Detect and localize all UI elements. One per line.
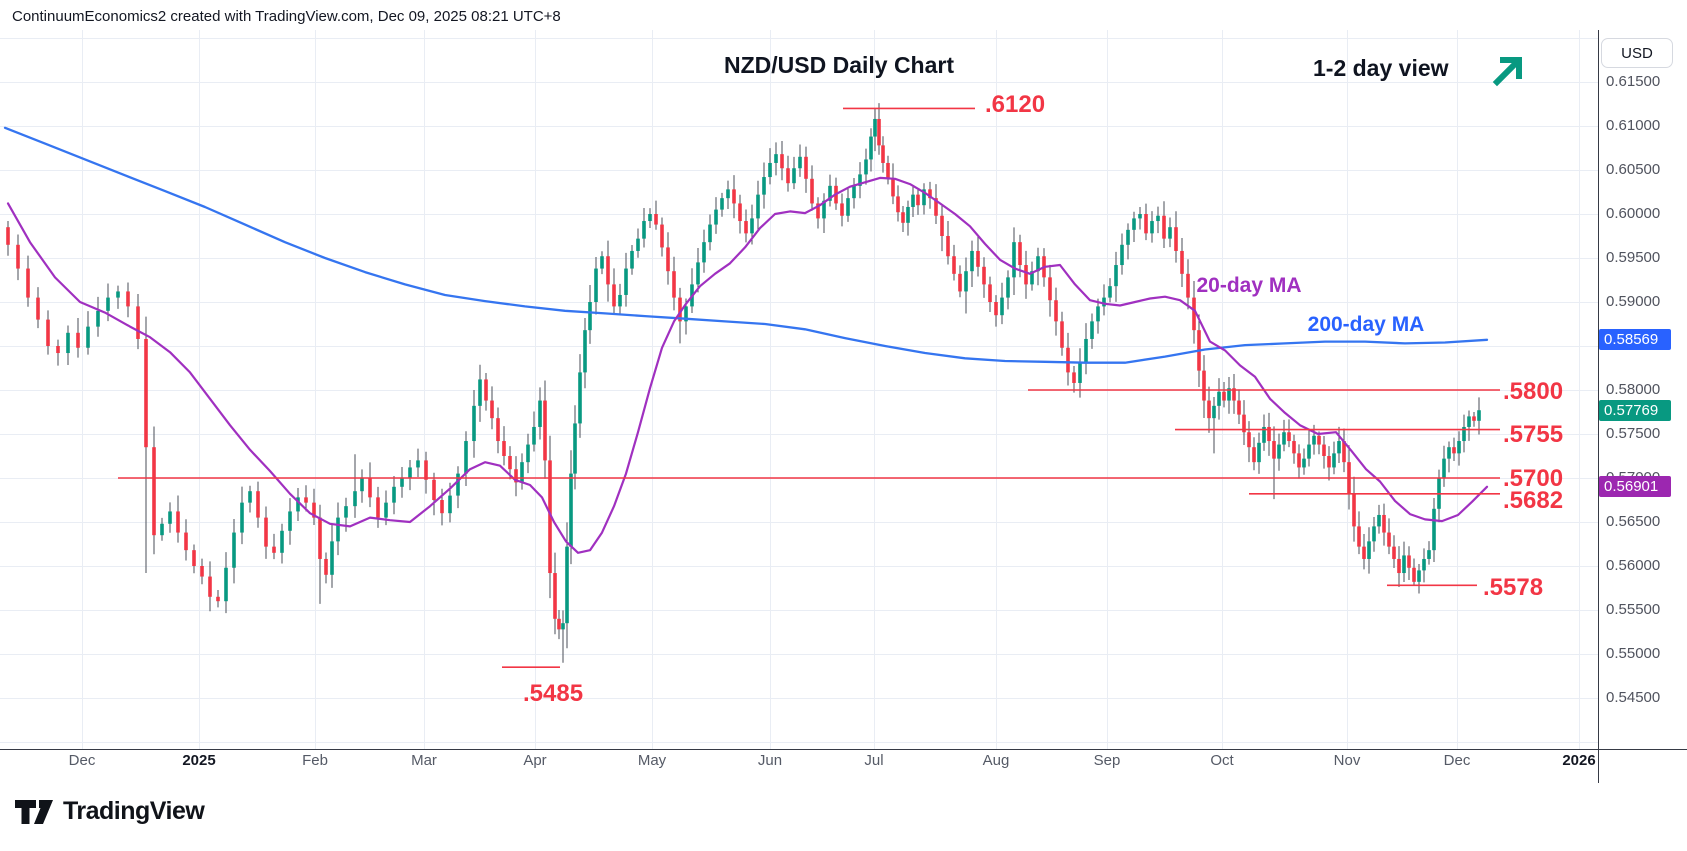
time-axis-label: Aug: [982, 752, 1010, 769]
price-tick-label: 0.61500: [1606, 73, 1661, 90]
time-axis-label: 2025: [182, 752, 216, 769]
grid-layer: [0, 30, 1598, 749]
time-axis-label: Sep: [1093, 752, 1121, 769]
price-chart-canvas[interactable]: [0, 0, 1687, 790]
price-badge: 0.56901: [1599, 476, 1671, 498]
price-tick-label: 0.55500: [1606, 601, 1661, 618]
time-axis-label: 2026: [1562, 752, 1596, 769]
price-tick-label: 0.56000: [1606, 557, 1661, 574]
price-tick-label: 0.59000: [1606, 293, 1661, 310]
trend-up-arrow-icon: [1492, 57, 1522, 87]
time-axis-label: Mar: [411, 752, 437, 769]
price-tick-label: 0.54500: [1606, 689, 1661, 706]
price-tick-label: 0.60000: [1606, 205, 1661, 222]
ma200-line: [3, 126, 1489, 364]
tradingview-logo-text: TradingView: [63, 797, 205, 825]
time-axis-label: Jun: [757, 752, 783, 769]
price-tick-label: 0.59500: [1606, 249, 1661, 266]
price-tick-label: 0.57500: [1606, 425, 1661, 442]
ma200-label: 200-day MA: [1307, 313, 1425, 336]
level-label-5755: .5755: [1503, 420, 1564, 448]
time-axis-label: Apr: [523, 752, 547, 769]
view-horizon-note: 1-2 day view: [1313, 55, 1449, 81]
price-tick-label: 0.55000: [1606, 645, 1661, 662]
currency-toggle-button[interactable]: USD: [1601, 38, 1673, 68]
ma20-line: [6, 176, 1489, 554]
time-axis-label: Nov: [1333, 752, 1361, 769]
price-tick-label: 0.56500: [1606, 513, 1661, 530]
levels-layer: [118, 107, 1500, 669]
time-axis-label: Dec: [68, 752, 96, 769]
level-label-5578: .5578: [1483, 574, 1544, 602]
price-badge: 0.58569: [1599, 329, 1671, 351]
candles-layer: [6, 103, 1481, 663]
tradingview-logo[interactable]: TradingView: [14, 797, 205, 826]
time-axis-label: Feb: [302, 752, 328, 769]
price-tick-label: 0.61000: [1606, 117, 1661, 134]
level-label-5800: .5800: [1503, 378, 1564, 405]
level-label-5700: .5700: [1503, 465, 1564, 492]
price-tick-label: 0.60500: [1606, 161, 1661, 178]
level-label-5682: .5682: [1503, 486, 1564, 514]
price-tick-label: 0.58000: [1606, 381, 1661, 398]
chart-title: NZD/USD Daily Chart: [723, 52, 955, 78]
attribution-text: ContinuumEconomics2 created with Trading…: [12, 8, 561, 25]
level-label-5485: .5485: [523, 680, 584, 708]
level-label-6120: .6120: [985, 91, 1046, 119]
time-axis-label: May: [637, 752, 667, 769]
tradingview-logo-icon: [15, 799, 53, 824]
time-axis-label: Oct: [1210, 752, 1234, 769]
ma20-label: 20-day MA: [1196, 274, 1302, 297]
time-axis-label: Jul: [864, 752, 884, 769]
time-axis-label: Dec: [1443, 752, 1471, 769]
price-badge: 0.57769: [1599, 399, 1671, 421]
